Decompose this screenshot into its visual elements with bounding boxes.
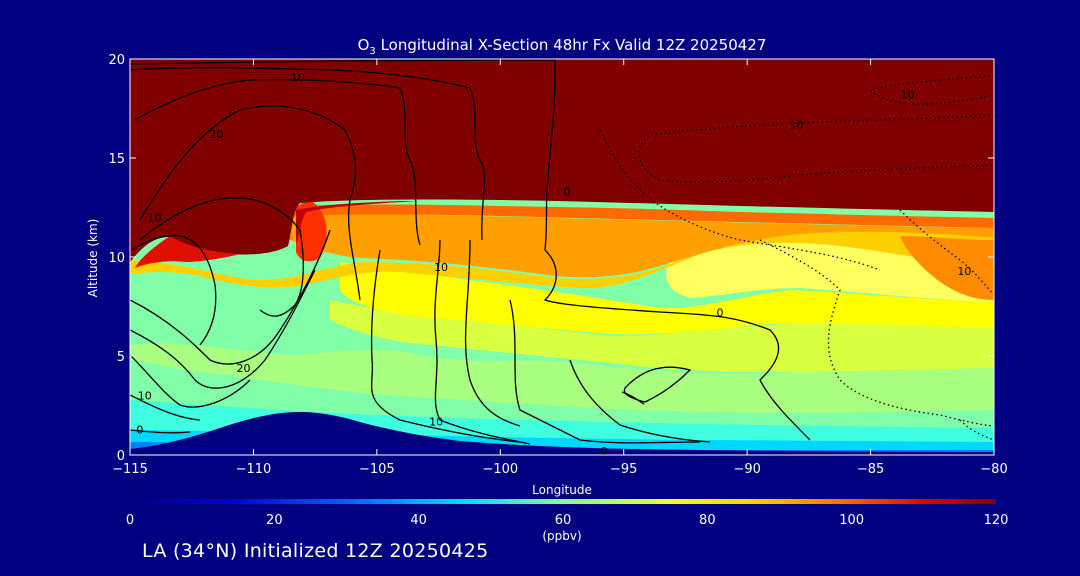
- contour-label: 10: [901, 89, 915, 102]
- y-tick-label: 15: [108, 152, 125, 167]
- x-tick-label: −90: [733, 462, 760, 477]
- ozone-band-yellow: [340, 262, 994, 335]
- x-tick-label: −100: [482, 462, 518, 477]
- contour-label: 0: [600, 445, 607, 458]
- plot-area: 10 20 10 10 0 10 10 10 0 20 10 0 10 0: [130, 59, 994, 458]
- contour-label: 20: [237, 362, 251, 375]
- colorbar-tick-label: 0: [126, 513, 134, 528]
- ozone-band-darkred: [130, 59, 994, 262]
- ozone-band-red-edge: [135, 236, 240, 268]
- contour-label: 10: [790, 118, 804, 131]
- colorbar-tick-label: 40: [410, 513, 427, 528]
- x-tick-label: −110: [236, 462, 272, 477]
- x-axis-label: Longitude: [532, 483, 592, 497]
- contour-lines-dotted: [599, 74, 994, 441]
- colorbar-tick-label: 20: [266, 513, 283, 528]
- ozone-band-orange: [280, 213, 994, 278]
- contour-lines: [130, 59, 811, 445]
- x-tick-label: −80: [980, 462, 1007, 477]
- y-tick-label: 10: [108, 251, 125, 266]
- contour-label: 10: [138, 390, 152, 403]
- ozone-band-lightyellow: [666, 239, 994, 302]
- terrain: [130, 412, 994, 455]
- colorbar-tick-label: 60: [555, 513, 572, 528]
- y-axis: 0 5 10 15 20: [108, 53, 994, 464]
- x-tick-label: −85: [857, 462, 884, 477]
- contour-label: 10: [429, 415, 443, 428]
- x-tick-label: −105: [359, 462, 395, 477]
- y-tick-label: 5: [117, 350, 125, 365]
- contour-label: 0: [716, 306, 723, 319]
- footer-caption: LA (34°N) Initialized 12Z 20250425: [142, 540, 489, 562]
- colorbar-tick-label: 80: [699, 513, 716, 528]
- ozone-band-orange-east: [900, 236, 994, 300]
- colorbar: [130, 499, 996, 504]
- contour-label: 0: [563, 186, 570, 199]
- colorbar-ticks: 0 20 40 60 80 100 120: [126, 513, 1009, 528]
- y-axis-label: Altitude (km): [86, 219, 100, 298]
- y-tick-label: 0: [117, 449, 125, 464]
- ozone-band-lightgreen: [130, 343, 994, 413]
- contour-labels: 10 20 10 10 0 10 10 10 0 20 10 0 10 0: [136, 71, 971, 458]
- y-tick-label: 20: [108, 53, 125, 68]
- contour-label: 10: [434, 261, 448, 274]
- ozone-band-darkorange: [290, 204, 994, 228]
- x-axis: −115 −110 −105 −100 −95 −90 −85 −80: [112, 59, 1008, 477]
- ozone-band-yellowgreen: [330, 300, 994, 372]
- colorbar-units: (ppbv): [542, 529, 581, 543]
- x-tick-label: −115: [112, 462, 148, 477]
- colorbar-tick-label: 100: [839, 513, 864, 528]
- contour-label: 0: [136, 423, 143, 436]
- contour-label: 10: [957, 265, 971, 278]
- chart-title: O3 Longitudinal X-Section 48hr Fx Valid …: [358, 36, 767, 57]
- contour-label: 10: [291, 71, 305, 84]
- colorbar-tick-label: 120: [984, 513, 1009, 528]
- contour-label: 10: [148, 211, 162, 224]
- contour-label: 20: [209, 128, 223, 141]
- ozone-band-gold: [130, 230, 994, 289]
- x-tick-label: −95: [610, 462, 637, 477]
